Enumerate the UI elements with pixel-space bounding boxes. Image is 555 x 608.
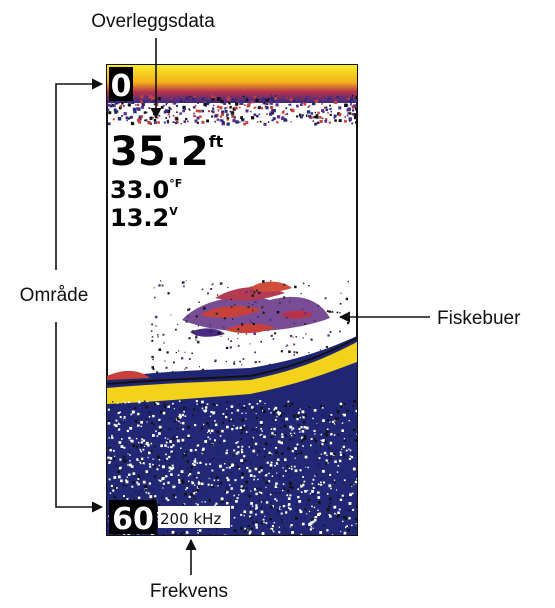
bottom-yellow-band: [107, 342, 357, 404]
temperature-readout: 33.0°F: [110, 176, 182, 204]
frequency-callout-label: Frekvens: [150, 581, 228, 602]
depth-readout: 35.2ft: [110, 129, 224, 175]
voltage-readout: 13.2V: [110, 204, 178, 232]
depth-bottom-label: 60: [112, 502, 154, 537]
depth-top-label: 0: [111, 69, 132, 104]
fish-arches: [182, 281, 330, 337]
frequency-label: 200 kHz: [160, 510, 221, 528]
range-top-arrow: [55, 78, 104, 270]
depth-top-label-box: [109, 67, 133, 101]
range-bottom-arrow: [55, 322, 104, 513]
sonar-screen: 0 60 200 kHz 35.2ft 33.0°F 13.2V: [106, 64, 358, 537]
bottom-line: [107, 337, 357, 385]
overlay-callout-label: Overleggsdata: [91, 11, 215, 32]
fish-callout-label: Fiskebuer: [437, 308, 521, 329]
range-callout-label: Område: [20, 285, 89, 306]
overlay-data: 35.2ft 33.0°F 13.2V: [110, 129, 224, 232]
ground-speckle: [107, 400, 357, 535]
depth-bottom-label-box: [109, 500, 157, 534]
frequency-label-box: [158, 506, 230, 528]
surface-noise: [107, 95, 357, 126]
